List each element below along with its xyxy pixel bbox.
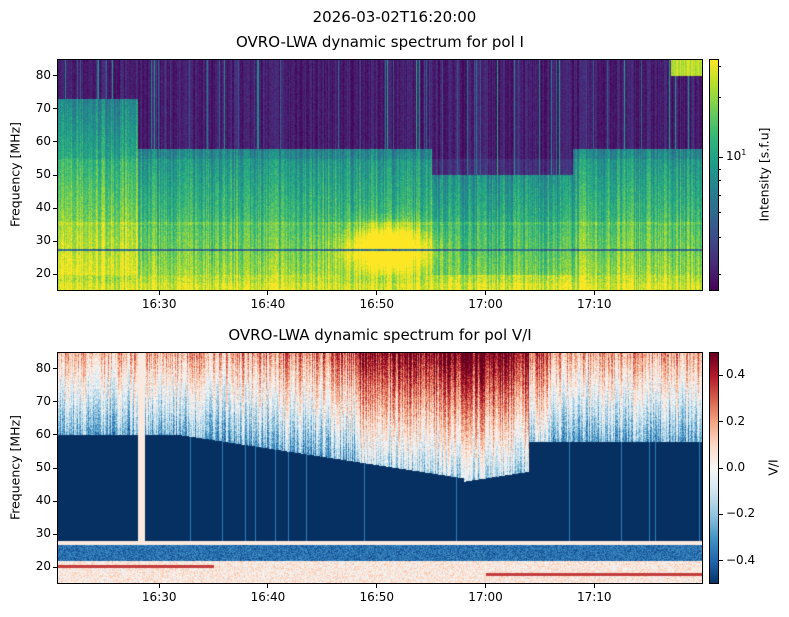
colorbar-label: Intensity [s.f.u] (756, 127, 772, 222)
colorbar-tick-label: 0.0 (726, 460, 746, 474)
y-tick-label: 70 (35, 100, 51, 115)
colorbar-tick (719, 274, 721, 275)
colorbar-frame (709, 59, 719, 291)
colorbar-tick-label: 0.4 (726, 367, 746, 382)
x-tick-label: 17:10 (576, 297, 612, 311)
y-tick-label: 60 (35, 426, 51, 441)
x-tick-mark (593, 291, 595, 295)
x-tick-mark (158, 291, 160, 295)
y-tick-mark (53, 240, 57, 242)
y-tick-mark (53, 174, 57, 176)
y-tick-label: 20 (35, 559, 51, 574)
y-tick-mark (53, 434, 57, 436)
x-tick-mark (484, 584, 486, 588)
y-tick-mark (53, 467, 57, 469)
x-tick-label: 16:40 (250, 297, 286, 311)
y-tick-label: 30 (35, 526, 51, 541)
colorbar-tick-label: 101 (726, 148, 746, 163)
colorbar-tick-label: −0.2 (726, 506, 756, 521)
x-tick-mark (267, 584, 269, 588)
x-tick-label: 16:30 (141, 590, 177, 604)
x-tick-mark (158, 584, 160, 588)
colorbar-tick (719, 560, 723, 562)
colorbar-tick (719, 97, 721, 98)
axes-frame (57, 352, 703, 584)
x-tick-mark (376, 584, 378, 588)
colorbar-label: V/I (765, 459, 781, 476)
y-tick-label: 60 (35, 133, 51, 148)
x-tick-label: 16:30 (141, 297, 177, 311)
colorbar-tick (719, 195, 721, 196)
y-tick-label: 40 (35, 493, 51, 508)
axes-title: OVRO-LWA dynamic spectrum for pol I (236, 33, 524, 51)
axes-frame (57, 59, 703, 291)
y-tick-mark (53, 207, 57, 209)
exponent: 1 (741, 148, 747, 157)
colorbar-tick (719, 467, 723, 469)
x-tick-label: 17:10 (576, 590, 612, 604)
x-tick-mark (267, 291, 269, 295)
colorbar-tick (719, 421, 723, 423)
x-tick-mark (484, 291, 486, 295)
colorbar-tick-label: −0.4 (726, 552, 756, 567)
x-tick-mark (593, 584, 595, 588)
y-axis-label: Frequency [MHz] (7, 121, 23, 228)
y-tick-mark (53, 141, 57, 143)
figure-suptitle: 2026-03-02T16:20:00 (312, 8, 477, 26)
y-tick-mark (53, 533, 57, 535)
colorbar-tick (719, 374, 723, 376)
spectrogram-heatmap (57, 59, 703, 291)
colorbar-tick (719, 157, 723, 158)
y-tick-label: 80 (35, 360, 51, 375)
base: 10 (726, 149, 742, 163)
y-tick-mark (53, 75, 57, 77)
y-tick-mark (53, 368, 57, 370)
colorbar-tick (719, 212, 721, 213)
y-tick-label: 50 (35, 460, 51, 474)
y-tick-mark (53, 273, 57, 275)
colorbar-tick (719, 66, 721, 67)
colorbar (709, 352, 719, 584)
y-tick-mark (53, 401, 57, 403)
colorbar-tick (719, 169, 721, 170)
colorbar (709, 59, 719, 291)
x-tick-mark (376, 291, 378, 295)
y-tick-label: 30 (35, 233, 51, 248)
y-tick-label: 80 (35, 67, 51, 82)
y-tick-label: 20 (35, 266, 51, 281)
colorbar-frame (709, 352, 719, 584)
colorbar-tick (719, 237, 721, 238)
y-tick-mark (53, 500, 57, 502)
colorbar-tick (719, 180, 721, 181)
colorbar-tick (719, 513, 723, 515)
colorbar-tick-label: 0.2 (726, 413, 746, 428)
x-tick-label: 17:00 (468, 590, 503, 604)
y-axis-label: Frequency [MHz] (7, 414, 23, 521)
spectrogram-heatmap (57, 352, 703, 584)
y-tick-mark (53, 566, 57, 568)
y-tick-label: 50 (35, 167, 51, 181)
y-tick-mark (53, 108, 57, 110)
x-tick-label: 17:00 (468, 297, 503, 311)
x-tick-label: 16:50 (359, 590, 395, 604)
y-tick-label: 40 (35, 200, 51, 215)
x-tick-label: 16:40 (250, 590, 286, 604)
axes-title: OVRO-LWA dynamic spectrum for pol V/I (228, 326, 532, 344)
y-tick-label: 70 (35, 393, 51, 408)
x-tick-label: 16:50 (359, 297, 395, 311)
